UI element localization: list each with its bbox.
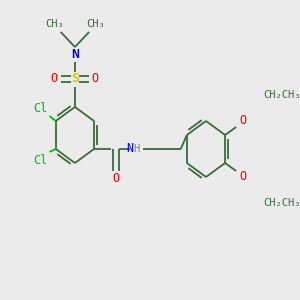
- Text: O: O: [112, 172, 120, 185]
- Text: O: O: [92, 73, 99, 85]
- Text: O: O: [51, 73, 58, 85]
- Text: CH₃: CH₃: [45, 19, 64, 29]
- Text: O: O: [239, 115, 246, 128]
- Text: Cl: Cl: [33, 154, 47, 166]
- Text: Cl: Cl: [33, 101, 47, 115]
- Text: CH₃: CH₃: [86, 19, 105, 29]
- Text: O: O: [239, 170, 246, 184]
- Text: H: H: [134, 144, 140, 154]
- Text: S: S: [71, 73, 79, 85]
- Text: N: N: [71, 47, 79, 61]
- Text: CH₂CH₃: CH₂CH₃: [263, 198, 300, 208]
- Text: CH₂CH₃: CH₂CH₃: [263, 90, 300, 100]
- Text: N: N: [127, 142, 134, 155]
